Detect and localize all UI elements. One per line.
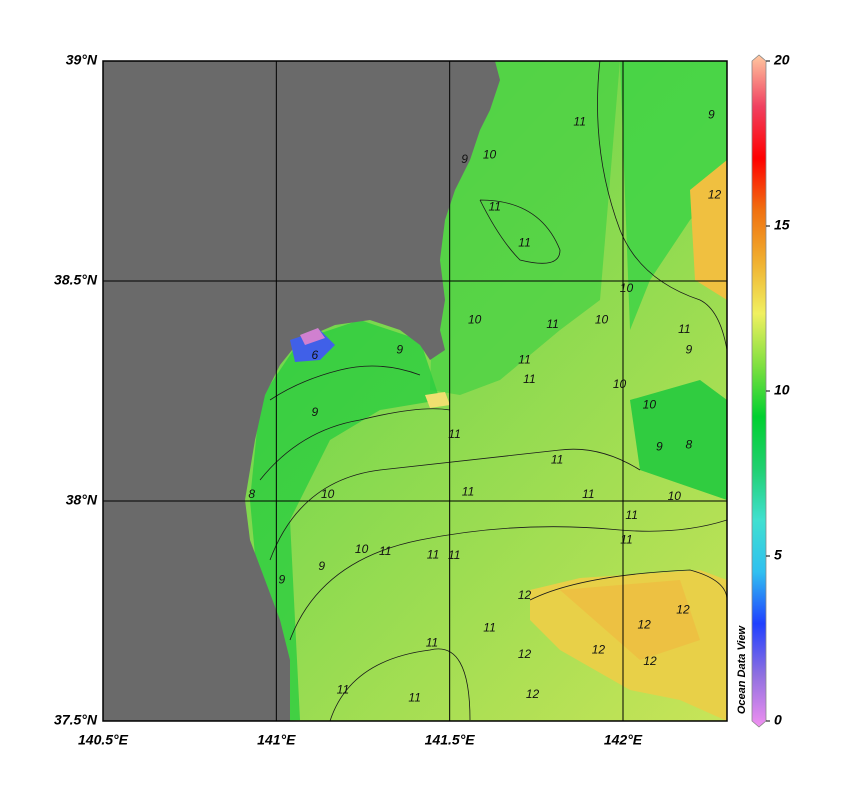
contour-label: 6 <box>311 348 318 362</box>
contour-label: 11 <box>625 508 637 522</box>
contour-label: 11 <box>488 199 500 213</box>
y-tick-label: 38.5°N <box>54 272 98 288</box>
x-tick-label: 140.5°E <box>78 732 129 748</box>
contour-label: 12 <box>592 642 606 656</box>
contour-label: 12 <box>708 187 722 201</box>
contour-label: 9 <box>461 152 468 166</box>
sea-patch <box>250 320 440 721</box>
x-tick-label: 141.5°E <box>425 732 476 748</box>
contour-label: 9 <box>318 559 325 573</box>
contour-label: 10 <box>620 281 634 295</box>
sea-patch <box>425 392 450 408</box>
contour-label: 9 <box>311 405 318 419</box>
contour-label: 10 <box>668 489 682 503</box>
x-tick-label: 142°E <box>604 732 643 748</box>
contour-label: 12 <box>518 647 532 661</box>
contour-label: 10 <box>355 542 369 556</box>
contour-label: 9 <box>279 572 286 586</box>
contour-label: 10 <box>321 487 335 501</box>
contour-label: 11 <box>678 322 690 336</box>
y-tick-label: 38°N <box>66 492 98 508</box>
contour-label: 11 <box>337 682 349 696</box>
contour-label: 10 <box>595 312 609 326</box>
sea-patch <box>560 580 700 660</box>
sea-patch <box>630 380 727 500</box>
colorbar-tick-label: 5 <box>774 547 782 563</box>
contour-label: 11 <box>582 487 594 501</box>
contour-label: 11 <box>426 635 438 649</box>
contour-label: 12 <box>526 687 540 701</box>
colorbar <box>751 54 767 728</box>
contour-label: 11 <box>546 317 558 331</box>
y-tick-label: 39°N <box>66 52 98 68</box>
contour-label: 12 <box>643 654 657 668</box>
colorbar-tick-label: 15 <box>774 217 790 233</box>
isotherm <box>259 61 727 721</box>
sea-patch <box>430 61 620 395</box>
y-tick-label: 37.5°N <box>54 712 98 728</box>
colorbar-tick-label: 0 <box>774 712 782 728</box>
colorbar-tick-label: 20 <box>773 52 790 68</box>
sea-patch <box>690 160 727 300</box>
contour-label: 10 <box>483 147 497 161</box>
contour-label: 11 <box>483 620 495 634</box>
contour-label: 8 <box>248 487 255 501</box>
contour-label: 11 <box>551 452 563 466</box>
contour-label: 12 <box>637 617 651 631</box>
contour-label: 8 <box>686 437 693 451</box>
contour-label: 11 <box>523 372 535 386</box>
contour-label: 11 <box>462 484 474 498</box>
contour-label: 9 <box>656 439 663 453</box>
contour-label: 11 <box>518 235 530 249</box>
sea-patch <box>620 61 727 330</box>
watermark: Ocean Data View <box>736 624 748 714</box>
contour-label: 11 <box>620 532 632 546</box>
colorbar-tick-label: 10 <box>774 382 790 398</box>
contour-label: 10 <box>468 312 482 326</box>
contour-label: 11 <box>448 548 460 562</box>
x-tick-label: 141°E <box>257 732 296 748</box>
contour-label: 10 <box>643 397 657 411</box>
bay-patch <box>300 328 325 345</box>
contour-label: 11 <box>427 547 439 561</box>
map-area <box>103 61 727 721</box>
contour-label: 11 <box>518 352 530 366</box>
contour-label: 9 <box>686 342 693 356</box>
contour-label: 12 <box>518 588 532 602</box>
contour-label: 12 <box>676 602 690 616</box>
contour-label: 11 <box>408 690 420 704</box>
contour-label: 11 <box>448 427 460 441</box>
land <box>103 61 500 721</box>
contour-label: 10 <box>613 377 627 391</box>
contour-label: 9 <box>708 107 715 121</box>
contour-label: 11 <box>573 114 585 128</box>
contour-label: 11 <box>379 544 391 558</box>
contour-label: 9 <box>396 342 403 356</box>
